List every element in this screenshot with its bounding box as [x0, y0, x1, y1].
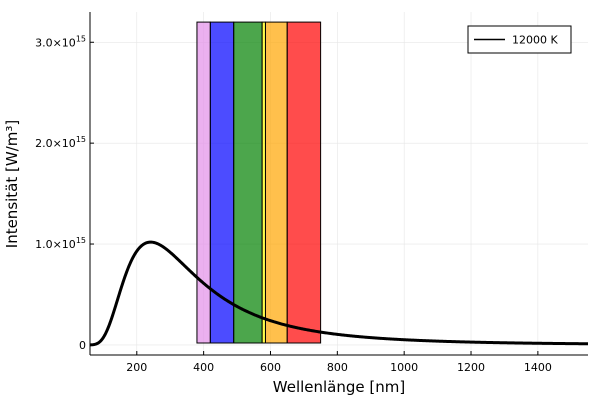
y-axis-label: Intensität [W/m³]: [3, 120, 21, 248]
spectrum-band: [264, 21, 288, 344]
x-axis-label: Wellenlänge [nm]: [273, 378, 405, 396]
spectrum-band: [261, 21, 266, 344]
legend: 12000 K: [467, 25, 572, 54]
y-tick-label: 1.0×1015: [35, 236, 86, 251]
y-tick-label: 0: [79, 339, 86, 352]
spectrum-band: [196, 21, 211, 344]
x-tick-label: 600: [260, 361, 281, 374]
x-tick-label: 200: [126, 361, 147, 374]
y-ticks: 0 1.0×1015 2.0×1015 3.0×1015: [35, 34, 94, 352]
series-lines: [89, 240, 589, 347]
x-tick-label: 800: [327, 361, 348, 374]
spectrum-band: [209, 21, 235, 344]
visible-spectrum-bands: [196, 21, 322, 344]
y-tick-label: 3.0×1015: [35, 34, 86, 49]
x-tick-label: 1000: [390, 361, 418, 374]
axes: [89, 12, 588, 356]
spectrum-band: [286, 21, 322, 344]
series-line: [89, 240, 589, 347]
x-tick-label: 400: [193, 361, 214, 374]
x-tick-label: 1400: [524, 361, 552, 374]
legend-label: 12000 K: [512, 34, 558, 47]
x-tick-label: 1200: [457, 361, 485, 374]
grid: [90, 12, 588, 355]
spectrum-band: [233, 21, 263, 344]
y-tick-label: 2.0×1015: [35, 135, 86, 150]
x-ticks: 200 400 600 800 1000 1200 1400: [126, 351, 552, 374]
